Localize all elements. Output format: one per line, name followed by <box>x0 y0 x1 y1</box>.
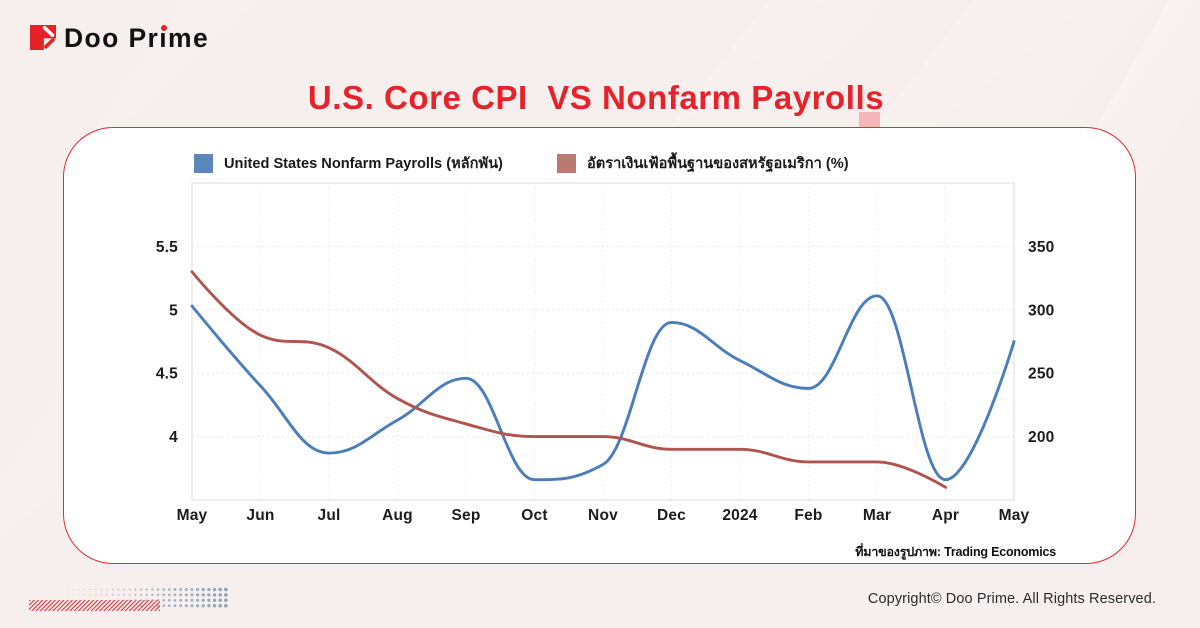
x-axis-tick: 2024 <box>722 507 757 524</box>
doo-prime-logo: Doo Prı me <box>30 23 208 53</box>
x-axis-tick: Sep <box>451 507 480 524</box>
hatched-bar-decoration <box>29 600 160 611</box>
vertical-gridlines <box>260 183 946 500</box>
right-axis-tick: 350 <box>1028 239 1054 256</box>
x-axis-tick: Apr <box>932 507 959 524</box>
x-axis-tick: Jul <box>318 507 341 524</box>
footer-decoration <box>29 587 228 611</box>
x-axis-tick: Dec <box>657 507 686 524</box>
left-axis-tick: 5 <box>169 302 178 319</box>
x-axis-tick: Mar <box>863 507 891 524</box>
x-axis-tick: Jun <box>246 507 274 524</box>
right-axis-tick: 250 <box>1028 366 1054 383</box>
x-axis-tick: Aug <box>382 507 413 524</box>
source-note: ที่มาของรูปภาพ: Trading Economics <box>855 545 1056 559</box>
chart-card <box>63 127 1136 564</box>
left-axis-tick: 4.5 <box>156 366 178 383</box>
doo-prime-logo-text: Doo Prı me <box>64 23 210 53</box>
pink-square-decoration <box>859 112 880 127</box>
dot-grid-decoration <box>61 587 228 608</box>
right-axis-tick: 300 <box>1028 302 1054 319</box>
x-axis-tick: Nov <box>588 507 618 524</box>
x-axis-tick: May <box>999 507 1030 524</box>
x-axis-tick: May <box>177 507 208 524</box>
x-axis-tick: Feb <box>794 507 822 524</box>
nonfarm-payrolls-line <box>190 294 1016 482</box>
x-axis-tick: Oct <box>521 507 547 524</box>
page-title: U.S. Core CPI VS Nonfarm Payrolls <box>307 79 885 116</box>
copyright-text: Copyright© Doo Prime. All Rights Reserve… <box>867 591 1156 607</box>
doo-prime-logo-icon <box>30 25 56 50</box>
core-cpi-line <box>190 270 947 489</box>
left-axis-tick: 5.5 <box>156 239 178 256</box>
right-axis-tick: 200 <box>1028 429 1054 446</box>
logo-i-dot <box>161 24 168 31</box>
left-axis-tick: 4 <box>169 429 178 446</box>
